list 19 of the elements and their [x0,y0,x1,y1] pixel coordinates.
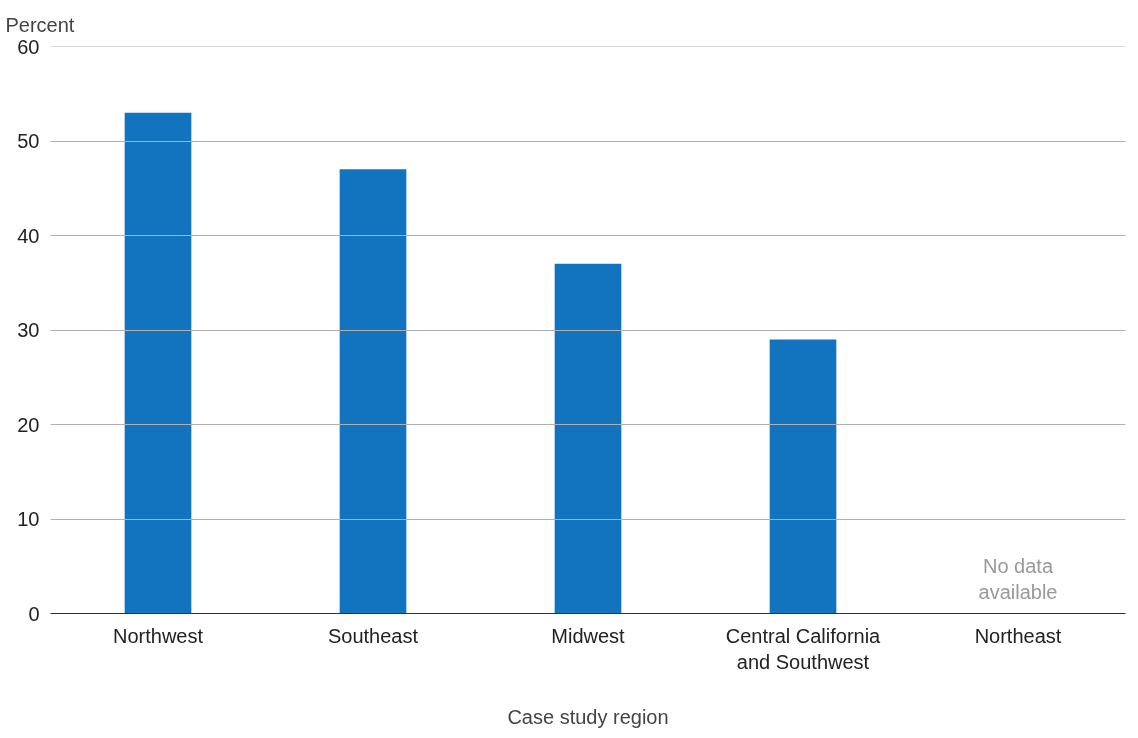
x-tick-label: Southeast [327,624,419,647]
y-tick-label: 40 [17,224,40,247]
bar [339,169,407,614]
x-tick-label: Northeast [974,624,1062,647]
y-tick-label: 20 [17,413,40,436]
x-tick-label: Northwest [112,624,204,647]
bar [769,339,837,614]
bar [124,112,192,614]
y-tick-label: 50 [17,130,40,152]
y-tick-label: 30 [17,319,40,341]
y-tick-label: 0 [28,602,40,625]
y-tick-label: 60 [17,35,40,58]
annotation: No data available [978,555,1058,604]
bar [554,263,622,614]
x-tick-label: Midwest [551,624,626,647]
y-tick-label: 10 [17,508,40,530]
y-axis-title: Percent [5,13,75,36]
x-axis-title: Case study region [507,705,669,728]
x-tick-label: Central California and Southwest [725,624,882,673]
